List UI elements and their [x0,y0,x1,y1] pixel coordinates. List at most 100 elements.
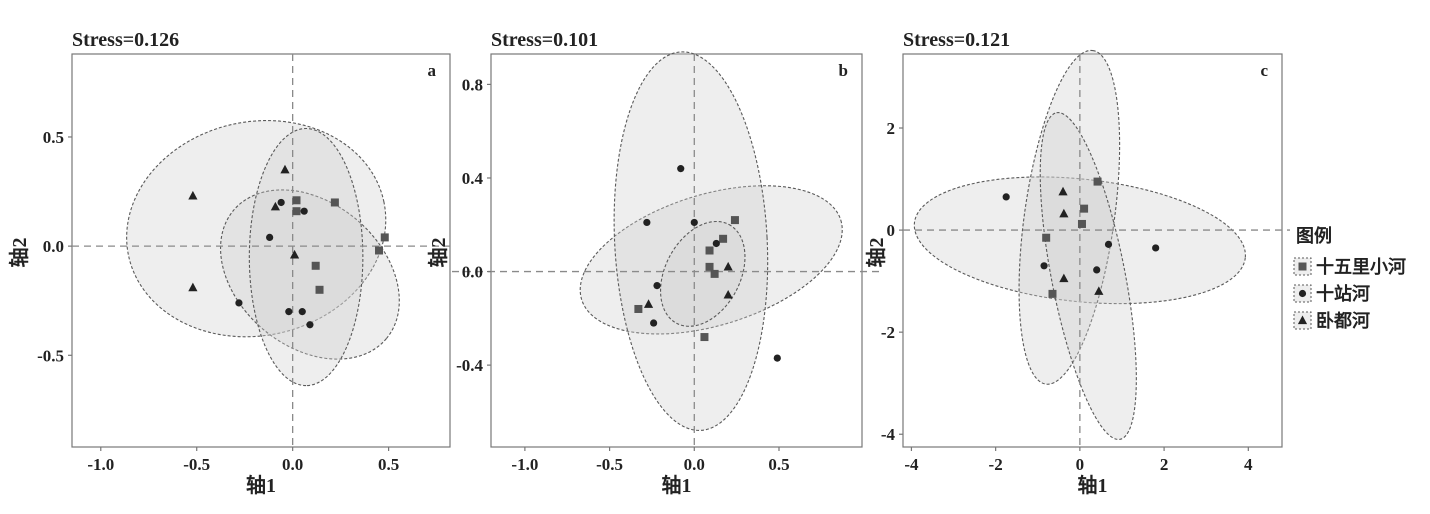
panel-c-point-circle-4 [1040,262,1048,270]
panel-c-xtick-label: -2 [989,455,1003,474]
panel-a-point-triangle-2 [188,282,198,292]
panel-a-letter: a [428,61,437,80]
panel-c-point-circle-1 [1002,193,1010,201]
panel-c-point-square-5 [1048,289,1057,298]
panel-a: -1.0 -0.5 0.0 0.5 0.5 0.0 -0.5 Stress=0.126 a 轴1 轴… [7,29,451,497]
panel-a-point-triangle-1 [188,190,198,200]
panel-a-point-square-4 [380,233,389,242]
legend-item-3: 卧都河 [1293,311,1370,331]
panel-b-point-square-4 [705,262,714,271]
legend-label: 卧都河 [1316,311,1370,331]
panel-c-point-circle-3 [1104,240,1113,248]
panel-c-xtick-label: 2 [1160,455,1169,474]
panel-a-point-square-3 [330,198,339,207]
panel-c-point-circle-5 [1093,266,1101,274]
panel-b-ytick-label: 0.0 [462,263,483,282]
panel-b-point-triangle-2 [643,299,654,308]
panel-a-point-square-5 [375,246,384,255]
panel-b-point-square-2 [719,234,728,243]
panel-b-ytick-label: 0.4 [462,169,484,188]
panel-c-ytick-label: -4 [881,425,896,444]
panel-b-xtick-label: 0.0 [684,455,705,474]
panel-a-ellipse-2 [220,189,400,360]
panel-a-ellipse-3 [248,127,364,387]
panel-a-point-circle-5 [285,308,293,316]
panel-a-point-circle-3 [266,233,274,241]
panel-c-xtick-label: -4 [904,455,919,474]
panel-a-xtick-label: -0.5 [183,455,210,474]
legend-circle-icon [1298,289,1307,298]
panel-a-point-triangle-5 [289,249,300,259]
panel-b-ellipse-2 [613,51,769,431]
panel-a-xlabel: 轴1 [246,473,276,497]
legend-triangle-icon [1297,315,1308,325]
panel-a-point-circle-1 [277,198,285,207]
panel-c-point-triangle-2 [1059,208,1069,218]
panel-b-point-square-7 [700,333,709,342]
panel-c-xtick-label: 0 [1076,455,1085,474]
panel-b-point-circle-6 [650,319,658,327]
panel-b: -1.0 -0.5 0.0 0.5 0.8 0.4 0.0 -0.4 Stress=0.101 b… [426,29,882,497]
panel-c-point-triangle-4 [1094,286,1104,295]
panel-c-point-circle-2 [1152,244,1160,252]
legend-item-2: 十站河 [1293,283,1370,304]
panel-c-point-square-1 [1093,177,1102,186]
panel-c: -4 -2 0 2 4 2 0 -2 -4 Stress=0.121 c 轴1 轴2 [864,29,1290,497]
panel-b-point-square-6 [634,304,643,313]
panel-b-point-circle-3 [690,218,698,227]
panel-b-ylabel: 轴2 [426,238,450,268]
panel-b-xtick-label: -1.0 [511,455,538,474]
panel-b-point-circle-7 [773,354,781,362]
panel-a-point-circle-2 [300,207,308,215]
panel-c-ytick-label: 0 [887,221,896,240]
panel-a-point-square-1 [292,196,301,205]
legend-title: 图例 [1296,225,1332,246]
panel-a-xtick-label: 0.0 [282,455,303,474]
panel-a-ellipse-1 [126,120,387,338]
legend-label: 十站河 [1316,283,1370,304]
panel-c-point-triangle-1 [1058,186,1068,196]
panel-b-point-triangle-3 [723,289,733,299]
panel-b-ytick-label: -0.4 [456,356,483,375]
legend-item-1: 十五里小河 [1293,256,1406,277]
panel-b-point-circle-5 [653,281,661,290]
panel-b-point-triangle-1 [723,261,733,271]
panel-a-xtick-label: -1.0 [87,455,114,474]
panel-c-point-square-4 [1042,233,1051,242]
panel-b-ellipse-3 [660,220,746,327]
panel-a-point-square-2 [292,207,301,216]
panel-a-point-square-7 [315,285,324,294]
panel-b-point-circle-1 [677,165,685,173]
panel-a-title: Stress=0.126 [72,29,179,51]
panel-a-xtick-label: 0.5 [378,455,399,474]
panel-b-point-square-5 [710,269,719,278]
panel-c-title: Stress=0.121 [903,29,1010,51]
panel-a-point-circle-7 [306,321,314,329]
legend-square-icon [1298,262,1307,271]
panel-a-ytick-label: 0.0 [43,237,64,256]
panel-b-xtick-label: 0.5 [768,455,789,474]
panel-a-ytick-label: -0.5 [37,346,64,365]
panel-a-point-circle-6 [298,308,306,316]
panel-a-ytick-label: 0.5 [43,128,64,147]
panel-b-title: Stress=0.101 [491,29,598,51]
panel-b-xtick-label: -0.5 [596,455,623,474]
panel-c-letter: c [1260,61,1268,80]
panel-b-point-square-1 [730,216,739,225]
panel-c-frame [902,53,1283,448]
panel-c-point-square-2 [1080,204,1089,213]
panel-a-ylabel: 轴2 [7,238,31,268]
panel-c-xlabel: 轴1 [1078,473,1108,497]
panel-b-ytick-label: 0.8 [462,75,483,94]
panel-b-point-circle-2 [643,218,651,227]
panel-b-letter: b [839,61,848,80]
panel-b-frame [490,53,863,448]
panel-b-point-circle-4 [712,239,720,248]
panel-a-point-square-6 [311,261,320,270]
panel-c-xtick-label: 4 [1244,455,1253,474]
panel-c-ytick-label: -2 [881,323,895,342]
panel-a-point-circle-4 [235,299,243,307]
panel-c-ytick-label: 2 [887,119,896,138]
